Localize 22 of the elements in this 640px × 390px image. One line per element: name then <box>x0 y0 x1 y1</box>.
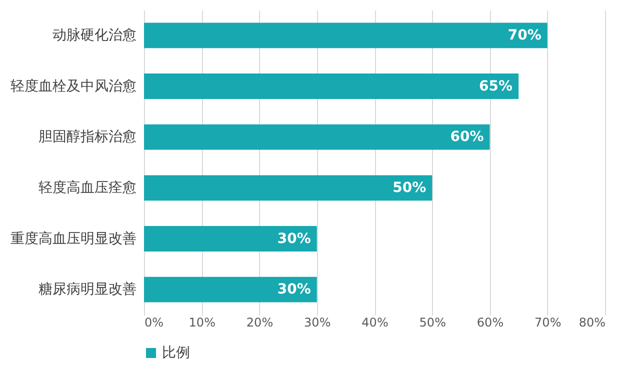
x-tick-label: 70% <box>534 316 562 330</box>
x-tick-label: 20% <box>246 316 274 330</box>
y-tick-label: 糖尿病明显改善 <box>38 280 136 298</box>
y-tick-label: 重度高血压明显改善 <box>10 230 136 247</box>
y-tick-label: 轻度血栓及中风治愈 <box>10 78 136 94</box>
x-tick-label: 40% <box>362 316 388 330</box>
x-tick-label: 30% <box>304 316 331 330</box>
y-tick-label: 轻度高血压痊愈 <box>38 180 136 196</box>
x-tick-label: 10% <box>188 316 216 330</box>
data-label: 30% <box>277 230 311 247</box>
data-label: 65% <box>479 78 513 94</box>
x-tick-label: 80% <box>578 316 606 330</box>
data-label: 50% <box>392 180 426 196</box>
data-label: 60% <box>450 129 484 146</box>
y-tick-label: 胆固醇指标治愈 <box>38 129 136 146</box>
data-label: 30% <box>277 282 311 298</box>
data-label: 70% <box>508 27 542 44</box>
y-tick-label: 动脉硬化治愈 <box>52 27 136 44</box>
x-tick-label: 50% <box>419 316 446 330</box>
x-tick-label: 0% <box>144 316 164 330</box>
x-tick-label: 60% <box>476 316 504 330</box>
legend-label: 比例 <box>162 345 190 361</box>
